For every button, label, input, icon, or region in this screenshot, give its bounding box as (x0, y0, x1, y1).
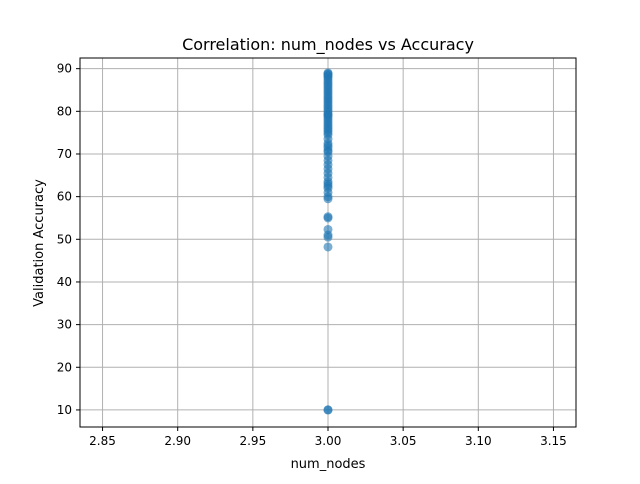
x-tick-label: 2.90 (164, 434, 191, 448)
data-point (323, 212, 333, 222)
x-tick-label: 2.95 (239, 434, 266, 448)
data-point (323, 110, 333, 120)
data-point (323, 242, 333, 252)
data-point (323, 224, 333, 234)
x-tick-label: 3.05 (390, 434, 417, 448)
x-tick-label: 2.85 (89, 434, 116, 448)
y-tick-label: 60 (57, 190, 72, 204)
x-axis-label: num_nodes (291, 457, 366, 472)
y-tick-label: 10 (57, 403, 72, 417)
axis-ticks: 2.85 2.90 2.95 3.00 3.05 3.10 3.15 10 20 30 40 50 60… (57, 62, 567, 448)
y-axis-label: Validation Accuracy (32, 179, 47, 307)
y-tick-label: 20 (57, 360, 72, 374)
y-tick-label: 30 (57, 318, 72, 332)
y-tick-label: 70 (57, 147, 72, 161)
y-tick-label: 90 (57, 62, 72, 76)
chart-title: Correlation: num_nodes vs Accuracy (182, 35, 474, 55)
x-tick-label: 3.00 (315, 434, 342, 448)
y-tick-label: 80 (57, 104, 72, 118)
y-tick-label: 50 (57, 232, 72, 246)
data-point (323, 405, 333, 415)
x-tick-label: 3.10 (465, 434, 492, 448)
data-point (323, 146, 333, 156)
x-tick-label: 3.15 (540, 434, 567, 448)
data-point (323, 68, 333, 78)
data-points (323, 68, 333, 415)
y-tick-label: 40 (57, 275, 72, 289)
